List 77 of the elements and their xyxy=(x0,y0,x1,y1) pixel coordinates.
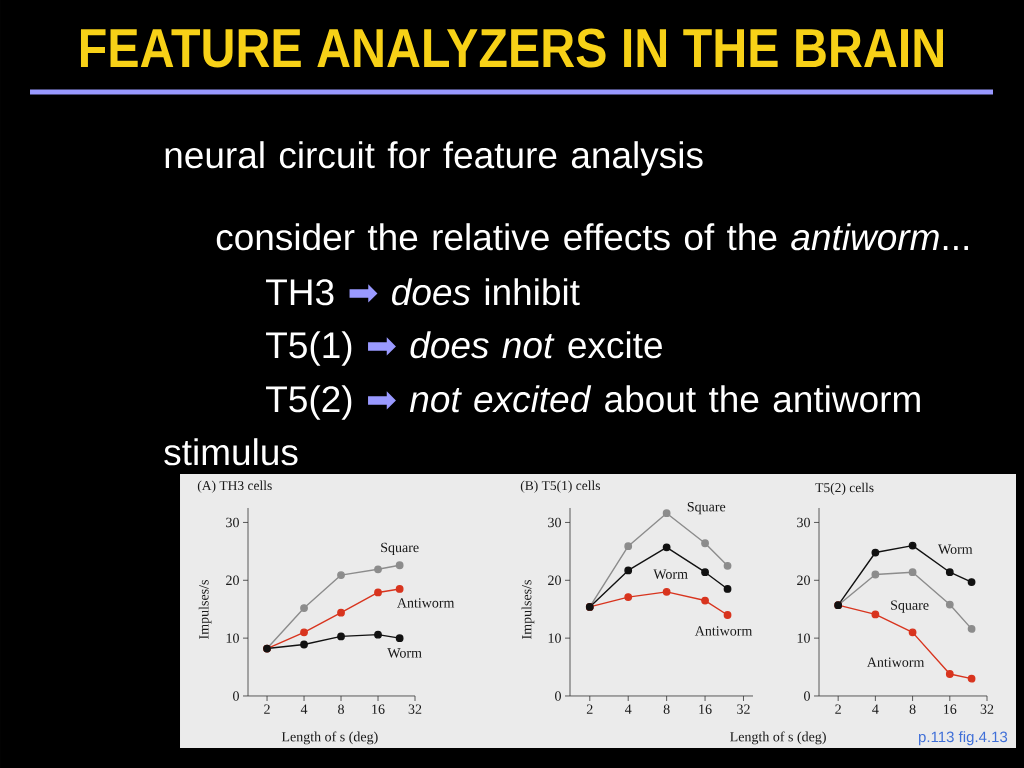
point xyxy=(337,632,345,641)
point xyxy=(374,565,382,574)
x-tick-label: 32 xyxy=(980,704,994,714)
text: neural circuit for feature analysis xyxy=(165,141,703,176)
y-tick-label: 20 xyxy=(226,575,239,586)
point xyxy=(701,568,709,577)
y-tick-label: 10 xyxy=(548,633,561,643)
point xyxy=(908,628,917,637)
y-tick-label: 0 xyxy=(804,691,810,701)
y-tick-label: 0 xyxy=(555,691,561,701)
x-axis-title: Length of s (deg) xyxy=(281,731,378,745)
series-label: Antiworm xyxy=(694,626,753,636)
x-tick-label: 2 xyxy=(586,704,593,714)
series-label: Antiworm xyxy=(866,657,925,667)
point xyxy=(662,587,671,596)
series-label: Antiworm xyxy=(397,598,455,608)
point xyxy=(945,670,954,678)
chart-title: (A) TH3 cells xyxy=(197,480,272,493)
y-axis-title: Impulses/s xyxy=(521,580,535,639)
text: T5(1) ➡ does not excite xyxy=(266,331,662,366)
point xyxy=(871,548,880,557)
series-label: Square xyxy=(891,600,929,613)
point xyxy=(624,566,633,575)
point xyxy=(871,570,880,579)
point xyxy=(662,509,671,518)
point xyxy=(701,539,709,548)
point xyxy=(374,630,382,639)
x-tick-label: 4 xyxy=(624,704,632,714)
point xyxy=(300,628,308,637)
y-tick-label: 0 xyxy=(233,691,239,701)
point xyxy=(871,610,880,619)
series-label: Worm xyxy=(653,569,688,579)
y-tick-label: 30 xyxy=(797,517,810,528)
point xyxy=(300,604,308,612)
chart-title: T5(2) cells xyxy=(815,482,874,495)
text: p.113 fig.4.13 xyxy=(918,731,1008,746)
point xyxy=(374,588,382,597)
x-tick-label: 16 xyxy=(372,704,385,714)
point xyxy=(908,541,917,550)
x-tick-label: 4 xyxy=(872,704,879,714)
y-tick-label: 10 xyxy=(226,633,239,643)
point xyxy=(624,542,633,551)
series-label: Square xyxy=(381,542,419,556)
point xyxy=(624,593,633,601)
y-tick-label: 30 xyxy=(226,517,239,528)
y-tick-label: 20 xyxy=(548,575,561,586)
y-tick-label: 20 xyxy=(797,575,810,586)
text: FEATURE ANALYZERS IN THE BRAIN xyxy=(80,28,943,68)
x-tick-label: 16 xyxy=(944,704,957,714)
point xyxy=(945,568,954,577)
x-tick-label: 16 xyxy=(699,704,712,714)
y-axis-title: Impulses/s xyxy=(198,580,212,639)
point xyxy=(300,640,308,649)
x-tick-label: 4 xyxy=(300,704,308,714)
x-axis-title: Length of s (deg) xyxy=(730,731,826,745)
point xyxy=(337,571,345,579)
x-tick-label: 8 xyxy=(663,704,670,714)
point xyxy=(908,568,917,577)
x-tick-label: 8 xyxy=(338,704,344,714)
x-tick-label: 2 xyxy=(835,704,841,714)
x-tick-label: 8 xyxy=(909,704,916,714)
series-label: Worm xyxy=(387,648,422,658)
point xyxy=(945,600,954,609)
text: T5(2) ➡ not excited about the antiworm stimulus xyxy=(164,385,920,466)
text: consider the relative effects of the antiworm... xyxy=(216,223,968,251)
x-tick-label: 32 xyxy=(737,704,750,714)
series-label: Square xyxy=(687,502,726,515)
x-tick-label: 2 xyxy=(264,704,270,714)
y-tick-label: 10 xyxy=(797,633,810,643)
x-tick-label: 32 xyxy=(408,704,422,714)
point xyxy=(662,543,671,552)
chart-title: (B) T5(1) cells xyxy=(520,480,600,493)
point xyxy=(701,596,709,605)
y-tick-label: 30 xyxy=(548,517,561,528)
point xyxy=(337,608,345,617)
text: TH3 ➡ does inhibit xyxy=(266,278,580,306)
series-label: Worm xyxy=(938,544,973,554)
